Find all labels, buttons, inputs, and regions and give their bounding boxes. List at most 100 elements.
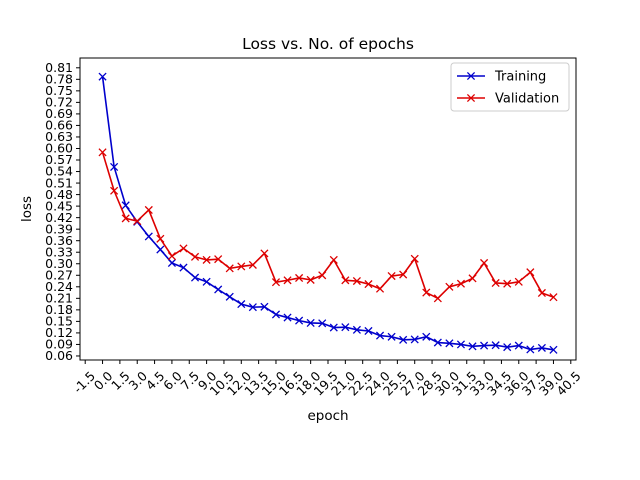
validation-point <box>364 280 373 289</box>
validation-legend-label: Validation <box>495 92 559 107</box>
legend-box <box>450 62 570 112</box>
validation-point <box>306 275 315 284</box>
y-tick-label: 0.66 <box>45 118 73 133</box>
validation-point <box>445 282 454 291</box>
training-point <box>456 340 466 349</box>
training-point <box>98 72 107 81</box>
y-tick-label: 0.45 <box>45 198 73 213</box>
training-point <box>295 316 304 325</box>
y-tick-label: 0.18 <box>45 302 73 317</box>
validation-point <box>133 217 142 226</box>
validation-point <box>329 255 338 264</box>
training-point <box>318 319 327 328</box>
y-tick-label: 0.12 <box>45 325 73 340</box>
training-legend-marker <box>466 71 476 81</box>
validation-point <box>433 294 442 303</box>
training-point <box>537 343 546 352</box>
training-point <box>352 325 361 334</box>
training-point <box>271 310 281 319</box>
training-point <box>202 277 211 286</box>
validation-point <box>480 258 489 268</box>
training-point <box>110 162 119 171</box>
validation-point <box>144 205 153 215</box>
training-point <box>445 339 454 348</box>
legend: Training Validation <box>450 62 570 112</box>
y-tick-label: 0.78 <box>45 72 73 87</box>
training-point <box>364 326 373 336</box>
validation-point <box>341 276 350 285</box>
y-tick-label: 0.72 <box>45 95 73 110</box>
y-tick-label: 0.36 <box>45 233 73 248</box>
validation-point <box>375 284 385 293</box>
validation-point <box>248 260 257 269</box>
training-point <box>190 273 200 282</box>
y-tick-label: 0.54 <box>45 164 73 179</box>
training-point <box>422 332 431 341</box>
validation-point <box>352 276 361 286</box>
training-point <box>121 201 130 210</box>
validation-point <box>179 244 188 253</box>
y-tick-label: 0.24 <box>45 279 73 294</box>
y-axis-label: loss <box>19 196 35 222</box>
y-tick-label: 0.69 <box>45 106 73 121</box>
training-series-line <box>101 76 554 351</box>
y-tick-label: 0.51 <box>45 175 73 190</box>
validation-point <box>526 268 535 277</box>
training-point <box>144 232 153 241</box>
validation-point <box>503 279 512 288</box>
y-tick-label: 0.75 <box>45 83 73 98</box>
y-tick-label: 0.60 <box>45 141 73 156</box>
validation-point <box>190 252 200 261</box>
y-tick-label: 0.42 <box>45 210 73 225</box>
y-tick-label: 0.15 <box>45 314 73 329</box>
training-point <box>399 335 408 344</box>
validation-point <box>156 234 165 243</box>
y-tick-label: 0.57 <box>45 152 73 167</box>
training-point <box>248 303 257 312</box>
validation-point <box>225 264 234 273</box>
y-tick-label: 0.63 <box>45 129 73 144</box>
validation-point <box>98 148 107 157</box>
validation-point <box>271 278 281 287</box>
validation-point <box>549 293 558 302</box>
y-tick-label: 0.33 <box>45 244 73 259</box>
training-point <box>237 300 246 309</box>
y-tick-label: 0.27 <box>45 267 73 282</box>
training-point <box>491 341 500 350</box>
validation-legend-marker <box>466 93 476 103</box>
y-tick-label: 0.06 <box>45 348 73 363</box>
validation-point <box>537 288 546 298</box>
training-point <box>503 343 512 352</box>
validation-point <box>283 276 292 285</box>
validation-point <box>387 271 396 281</box>
plot-area <box>79 57 577 361</box>
validation-series-line <box>101 152 554 300</box>
validation-point <box>468 274 477 283</box>
training-point <box>225 292 234 301</box>
validation-point <box>295 273 304 283</box>
y-tick-label: 0.09 <box>45 337 73 352</box>
validation-point <box>399 270 408 279</box>
training-point <box>480 341 489 350</box>
y-tick-label: 0.39 <box>45 221 73 236</box>
validation-point <box>260 249 269 258</box>
training-point <box>433 338 442 347</box>
validation-point <box>456 279 466 288</box>
validation-point <box>167 252 176 261</box>
training-point <box>260 302 269 311</box>
validation-point <box>318 271 327 280</box>
training-legend-label: Training <box>494 70 546 85</box>
training-point <box>167 258 176 268</box>
training-point <box>549 345 558 354</box>
training-point <box>214 285 223 294</box>
validation-point <box>202 255 211 264</box>
validation-point <box>514 277 523 286</box>
y-tick-label: 0.81 <box>45 60 73 75</box>
validation-point <box>110 186 119 195</box>
training-point <box>387 332 396 341</box>
y-axis: 0.060.090.120.150.180.210.240.270.300.33… <box>45 60 80 363</box>
validation-point <box>214 255 223 264</box>
training-point <box>179 263 188 272</box>
chart-title: Loss vs. No. of epochs <box>242 35 414 53</box>
